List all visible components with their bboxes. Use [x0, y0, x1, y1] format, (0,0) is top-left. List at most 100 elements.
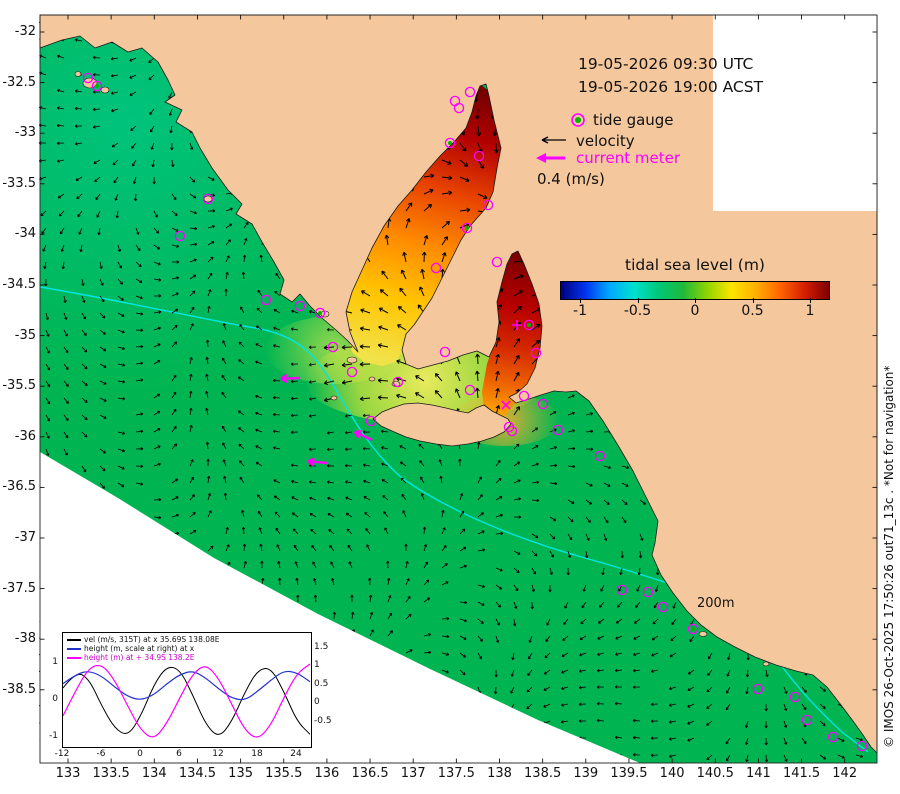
tide-gauge-marker [260, 294, 272, 306]
kangaroo-island [372, 402, 512, 447]
inset-right-tick-label: 1 [314, 660, 320, 670]
tide-gauge-marker [464, 86, 476, 98]
axis-tick-marks [40, 15, 877, 763]
x-tick-label: 141.5 [782, 766, 821, 781]
inset-series-line [62, 666, 311, 735]
legend-velocity-label: velocity [576, 132, 635, 150]
y-tick-label: -37.5 [2, 580, 36, 596]
inset-legend-label: vel (m/s, 315T) at x 35.69S 138.08E [84, 635, 220, 644]
mainland [39, 14, 878, 754]
tide-gauge-marker [552, 424, 564, 436]
x-tick-label: 135 [228, 766, 254, 781]
tide-gauge-marker [491, 256, 503, 268]
tide-gauge-dot [318, 311, 322, 315]
tide-gauge-marker [202, 193, 214, 205]
y-tick-label: -37 [14, 530, 36, 545]
tide-gauge-marker [392, 376, 404, 388]
tide-gauge-icon [571, 113, 585, 127]
y-tick-label: -33.5 [2, 175, 36, 191]
x-tick-label: 135.5 [265, 766, 303, 781]
tide-gauge-marker [687, 623, 699, 635]
tide-gauge-dot [95, 84, 99, 88]
inset-plot-area [62, 663, 311, 738]
tide-gauge-marker [827, 731, 839, 743]
tide-gauge-marker [642, 586, 654, 598]
x-tick-label: 136 [314, 766, 340, 781]
x-tick-label: 139 [573, 766, 599, 781]
station-x-marker [501, 400, 511, 410]
tide-gauge-marker [537, 398, 549, 410]
tide-gauge-marker [523, 319, 535, 331]
y-tick-label: -36.5 [2, 479, 36, 495]
x-tick-label: 141 [745, 766, 771, 781]
velocity-scale-label: 0.4 (m/s) [537, 170, 605, 188]
current-meter-arrows [280, 373, 373, 467]
colorbar-tick-mark [637, 298, 639, 303]
tide-gauge-marker [82, 72, 94, 84]
tide-gauge-marker [594, 450, 606, 462]
inset-left-tick-label: 1 [52, 657, 58, 667]
tide-gauge-marker [482, 199, 494, 211]
station-markers [501, 320, 522, 410]
tide-gauge-marker [461, 222, 473, 234]
inset-series-line [62, 663, 311, 738]
inset-legend-swatch [67, 647, 81, 650]
colorbar-tick-mark [580, 298, 581, 303]
x-tick-label: 134 [141, 766, 167, 781]
colorbar-tick-label: -0.5 [623, 303, 652, 319]
inset-legend-swatch [67, 638, 81, 641]
y-tick-label: -33 [14, 125, 36, 141]
tide-gauge-marker [506, 425, 518, 437]
colorbar-tick-label: 0 [690, 303, 700, 319]
y-tick-label: -35 [14, 327, 36, 343]
inset-left-tick-label: 0 [52, 694, 58, 704]
tide-gauge-dot [691, 627, 695, 631]
current-meter-arrow-icon [536, 153, 565, 163]
inset-legend-row: height (m) at + 34.9S 138.2E [67, 653, 220, 662]
x-tick-label: 138.5 [524, 766, 562, 781]
inset-series-line [62, 670, 311, 701]
tide-gauge-marker [444, 137, 456, 149]
inset-left-tick-label: -1 [49, 731, 58, 741]
inset-right-tick-label: 0 [314, 697, 320, 707]
y-tick-label: -34.5 [2, 277, 36, 292]
tide-gauge-marker [346, 366, 358, 378]
x-tick-label: 136.5 [351, 766, 389, 781]
inset-x-tick-label: -12 [54, 749, 70, 759]
x-tick-label: 140.5 [696, 766, 734, 781]
y-tick-label: -36 [14, 428, 36, 444]
y-tick-label: -32.5 [2, 74, 36, 90]
tide-gauge-marker [657, 601, 669, 613]
current-meter-arrow [307, 457, 328, 467]
velocity-arrow-icon [541, 136, 566, 144]
colorbar-tick-mark [695, 298, 696, 303]
station-plus-marker [512, 320, 522, 330]
colorbar-title: tidal sea level (m) [625, 256, 765, 274]
tide-gauge-dot [527, 323, 531, 327]
colorbar-tick-label: -1 [573, 303, 587, 319]
x-tick-label: 140 [659, 766, 685, 781]
x-tick-label: 133 [55, 766, 81, 781]
inset-x-tick-label: 0 [137, 749, 143, 759]
inset-legend-label: height (m) at + 34.9S 138.2E [84, 653, 195, 662]
inset-right-tick-label: -0.5 [314, 715, 332, 726]
tide-gauge-dot [465, 226, 469, 230]
inset-x-tick-label: 6 [176, 749, 182, 759]
legend-current-meter-label: current meter [576, 149, 680, 167]
colorbar-tick-label: 1 [805, 303, 815, 319]
current-meter-arrow [280, 373, 301, 384]
tide-gauge-marker [473, 150, 485, 162]
inset-x-tick-label: 12 [212, 749, 224, 759]
timestamp-acst: 19-05-2026 19:00 ACST [578, 78, 764, 96]
inset-right-tick-label: 1.5 [314, 641, 329, 652]
tide-gauge-marker [464, 384, 476, 396]
y-tick-label: -38.5 [2, 681, 36, 697]
tide-gauge-marker [327, 341, 339, 353]
inset-legend: vel (m/s, 315T) at x 35.69S 138.08E heigh… [67, 635, 220, 662]
tide-gauge-marker [430, 262, 442, 274]
tide-gauge-marker [439, 346, 451, 358]
tide-gauge-marker [174, 230, 186, 242]
tide-gauge-marker [752, 683, 764, 695]
